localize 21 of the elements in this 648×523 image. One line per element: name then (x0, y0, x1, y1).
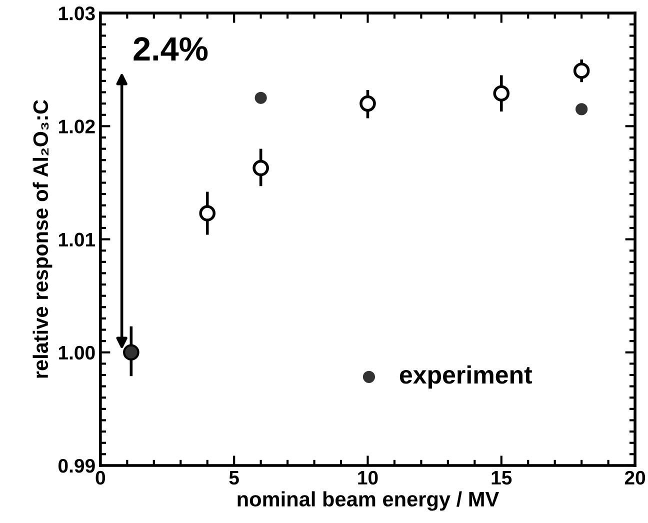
x-tick-label: 0 (96, 470, 106, 485)
y-tick-label: 1.01 (58, 232, 96, 247)
x-axis-title: nominal beam energy / MV (238, 491, 500, 511)
point (199, 205, 216, 222)
point (493, 85, 510, 102)
x-tick-label: 5 (229, 471, 239, 485)
y-tick-label: 1.03 (58, 6, 95, 20)
annotation: 2.4% (134, 37, 208, 61)
x-tick-label: 10 (358, 470, 378, 485)
point (254, 92, 267, 104)
point (576, 103, 588, 116)
y-tick-label: 1.00 (58, 346, 95, 360)
legend-label: experiment (400, 365, 532, 389)
point (360, 95, 376, 112)
point (252, 160, 269, 176)
y-axis-title: relative response of Al₂O₃:C (32, 100, 52, 378)
point (573, 62, 590, 79)
y-tick-label: 0.99 (58, 458, 95, 473)
x-tick-label: 15 (492, 471, 512, 485)
y-tick-label: 1.02 (58, 120, 95, 134)
x-tick-label: 20 (624, 470, 646, 485)
